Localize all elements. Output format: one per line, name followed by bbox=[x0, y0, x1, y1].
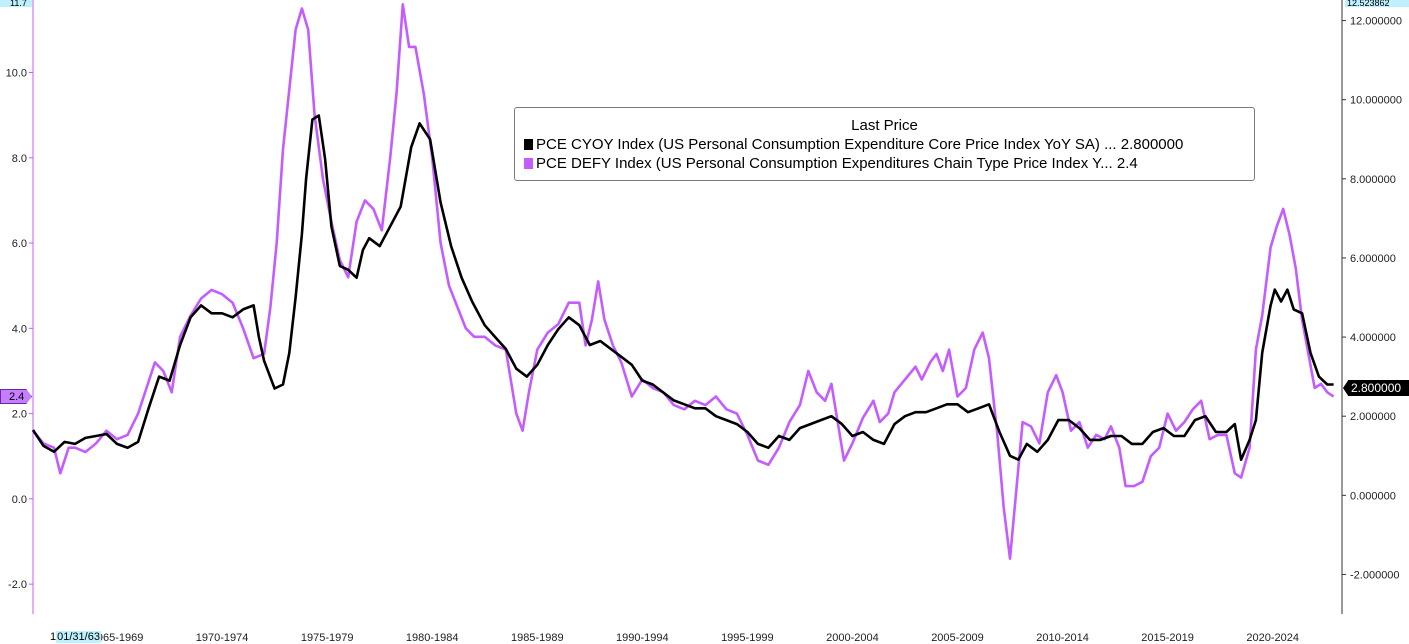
x-tick-label: 1980-1984 bbox=[406, 632, 459, 644]
right-tick-label: 12.000000 bbox=[1350, 16, 1402, 28]
right-tick-label: 0.000000 bbox=[1350, 490, 1396, 502]
right-axis-top-label: 12.523862 bbox=[1345, 0, 1409, 7]
series-layer bbox=[31, 3, 1335, 560]
left-tick-label: -2.0 bbox=[8, 579, 27, 591]
right-tick-label: 10.000000 bbox=[1350, 95, 1402, 107]
x-tick-label: 2015-2019 bbox=[1141, 632, 1194, 644]
left-tick-label: 0.0 bbox=[12, 494, 27, 506]
x-tick-label: 2010-2014 bbox=[1036, 632, 1089, 644]
x-tick-label: 1965-1969 bbox=[91, 632, 144, 644]
x-tick-label: 1970-1974 bbox=[196, 632, 249, 644]
right-axis: -2.000000 0.000000 2.000000 4.000000 6.00000… bbox=[1342, 16, 1402, 581]
x-tick-label: 2005-2009 bbox=[931, 632, 984, 644]
x-tick-label: 1990-1994 bbox=[616, 632, 669, 644]
series-line-core-pce bbox=[31, 114, 1334, 461]
right-tick-label: -2.000000 bbox=[1350, 569, 1400, 581]
right-tick-label: 4.000000 bbox=[1350, 332, 1396, 344]
x-tick-label: 1985-1989 bbox=[511, 632, 564, 644]
series-line-pce-deflator bbox=[31, 3, 1335, 560]
x-tick-label: 2020-2024 bbox=[1246, 632, 1299, 644]
x-tick-label: 1995-1999 bbox=[721, 632, 774, 644]
legend-label-core-pce: PCE CYOY Index (US Personal Consumption … bbox=[536, 136, 1184, 153]
last-value-tag-pce-deflator: 2.4 bbox=[0, 389, 32, 404]
last-value-tag-core-pce: 2.800000 bbox=[1343, 380, 1409, 396]
legend-item-core-pce: PCE CYOY Index (US Personal Consumption … bbox=[515, 136, 1254, 153]
legend-title: Last Price bbox=[851, 117, 918, 134]
legend: Last Price PCE CYOY Index (US Personal C… bbox=[514, 107, 1255, 181]
left-tick-label: 8.0 bbox=[12, 153, 27, 165]
x-tick-label: 1975-1979 bbox=[301, 632, 354, 644]
left-tick-label: 6.0 bbox=[12, 238, 27, 250]
left-tick-label: 4.0 bbox=[12, 323, 27, 335]
left-tick-label: 2.0 bbox=[12, 409, 27, 421]
legend-item-pce-deflator: PCE DEFY Index (US Personal Consumption … bbox=[515, 155, 1254, 172]
legend-swatch-pce-deflator bbox=[524, 158, 533, 169]
left-axis: -2.0 0.0 2.0 4.0 6.0 8.0 10.0 bbox=[6, 67, 33, 591]
right-tick-label: 8.000000 bbox=[1350, 174, 1396, 186]
x-tick-label: 2000-2004 bbox=[826, 632, 879, 644]
chart-frame bbox=[32, 0, 1343, 614]
legend-swatch-core-pce bbox=[524, 139, 533, 150]
right-tick-label: 6.000000 bbox=[1350, 253, 1396, 265]
left-tick-label: 10.0 bbox=[6, 67, 27, 79]
start-date-label: 101/31/63 bbox=[50, 630, 112, 644]
right-tick-label: 2.000000 bbox=[1350, 411, 1396, 423]
left-axis-top-label: 11.7 bbox=[0, 0, 32, 7]
x-axis: 1965-1969 1970-1974 1975-1979 1980-1984 1985… bbox=[91, 632, 1299, 644]
start-date-value: 01/31/63 bbox=[56, 631, 101, 643]
legend-label-pce-deflator: PCE DEFY Index (US Personal Consumption … bbox=[536, 155, 1138, 172]
start-date-prefix: 1 bbox=[50, 631, 57, 643]
